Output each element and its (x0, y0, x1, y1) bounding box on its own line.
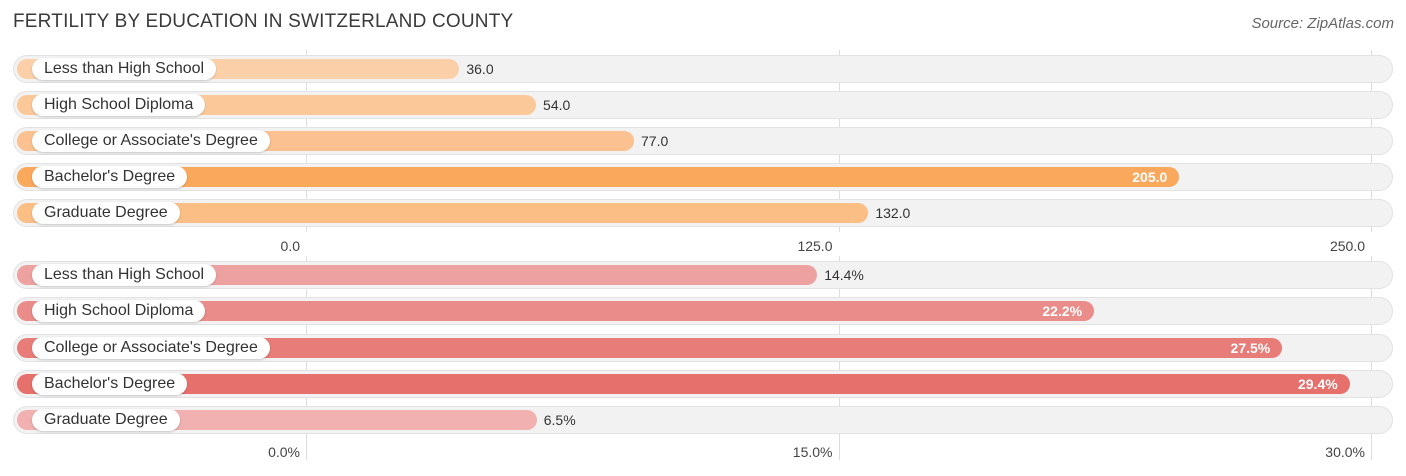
value-label: 54.0 (543, 97, 571, 113)
category-label: College or Associate's Degree (32, 337, 270, 359)
axis-tick-label: 15.0% (792, 444, 833, 460)
value-label: 77.0 (641, 133, 669, 149)
value-label: 22.2% (1042, 303, 1083, 319)
axis-tick-label: 30.0% (1325, 444, 1365, 460)
axis-tick-label: 250.0 (1329, 238, 1365, 254)
category-label: College or Associate's Degree (32, 130, 270, 152)
category-label: Less than High School (32, 264, 217, 286)
axis-tick-label: 125.0 (797, 238, 833, 254)
value-label: 14.4% (824, 267, 864, 283)
value-label: 6.5% (543, 412, 576, 428)
value-label: 36.0 (466, 61, 494, 77)
bar (17, 374, 1350, 394)
category-label: High School Diploma (32, 94, 206, 116)
bar (17, 167, 1180, 187)
chart-title: FERTILITY BY EDUCATION IN SWITZERLAND CO… (13, 11, 514, 32)
value-label: 205.0 (1132, 169, 1168, 185)
axis-tick-label: 0.0 (280, 238, 300, 254)
value-label: 27.5% (1230, 340, 1271, 356)
category-label: High School Diploma (32, 300, 206, 322)
value-label: 132.0 (875, 205, 911, 221)
bar (17, 301, 1095, 321)
bar (17, 265, 818, 285)
category-label: Less than High School (32, 58, 217, 80)
category-label: Graduate Degree (32, 409, 180, 431)
category-label: Bachelor's Degree (32, 373, 188, 395)
value-label: 29.4% (1297, 376, 1338, 392)
category-label: Bachelor's Degree (32, 166, 188, 188)
bar (17, 338, 1283, 358)
category-label: Graduate Degree (32, 202, 180, 224)
bar (17, 203, 869, 223)
source-label: Source: ZipAtlas.com (1251, 15, 1394, 32)
axis-tick-label: 0.0% (268, 444, 300, 460)
